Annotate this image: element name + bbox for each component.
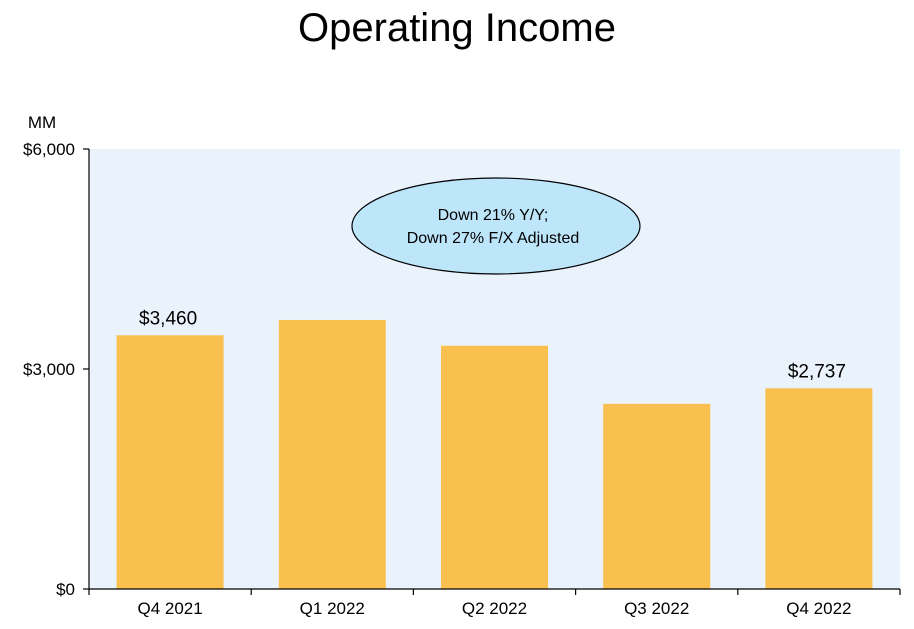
axes (83, 148, 901, 595)
y-tick-label: $6,000 (23, 140, 75, 159)
x-tick-label: Q4 2022 (786, 599, 851, 618)
bar-q4-2022 (765, 388, 873, 589)
bar-q4-2021 (116, 335, 224, 589)
y-tick-label: $0 (56, 580, 75, 599)
data-label: $3,460 (139, 308, 197, 329)
bar-q1-2022 (278, 319, 386, 589)
chart-title: Operating Income (298, 6, 616, 50)
bar-q3-2022 (603, 403, 711, 589)
y-tick-label: $3,000 (23, 360, 75, 379)
bar-q2-2022 (441, 345, 548, 589)
labels: Q4 2021 $3,460 Q1 2022 Q2 2022 Q3 2022 Q4 202… (23, 140, 852, 618)
x-tick-label: Q3 2022 (624, 599, 689, 618)
data-label: $2,737 (788, 361, 846, 382)
unit-label: MM (28, 113, 56, 132)
x-tick-label: Q4 2021 (137, 599, 202, 618)
bars (116, 319, 873, 589)
x-tick-label: Q1 2022 (300, 599, 365, 618)
annotation-line-1: Down 21% Y/Y; (438, 207, 549, 224)
annotation-ellipse (351, 177, 641, 275)
x-tick-label: Q2 2022 (462, 599, 527, 618)
annotation-callout: Down 21% Y/Y; Down 27% F/X Adjusted (351, 177, 641, 275)
annotation-line-2: Down 27% F/X Adjusted (407, 230, 580, 247)
